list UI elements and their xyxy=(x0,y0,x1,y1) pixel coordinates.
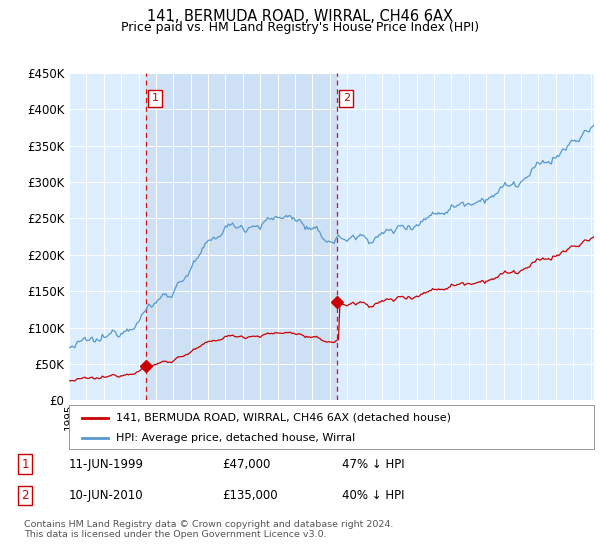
Bar xyxy=(146,73,337,400)
Text: 10-JUN-2010: 10-JUN-2010 xyxy=(69,489,143,502)
Text: Contains HM Land Registry data © Crown copyright and database right 2024.
This d: Contains HM Land Registry data © Crown c… xyxy=(24,520,394,539)
Text: 1: 1 xyxy=(151,94,158,103)
Text: 2: 2 xyxy=(343,94,350,103)
Text: 11-JUN-1999: 11-JUN-1999 xyxy=(69,458,144,470)
Text: 141, BERMUDA ROAD, WIRRAL, CH46 6AX (detached house): 141, BERMUDA ROAD, WIRRAL, CH46 6AX (det… xyxy=(116,413,451,423)
Text: 2: 2 xyxy=(22,489,29,502)
Text: 1: 1 xyxy=(22,458,29,470)
Text: £135,000: £135,000 xyxy=(222,489,278,502)
Text: Price paid vs. HM Land Registry's House Price Index (HPI): Price paid vs. HM Land Registry's House … xyxy=(121,21,479,34)
Text: £47,000: £47,000 xyxy=(222,458,271,470)
Text: 47% ↓ HPI: 47% ↓ HPI xyxy=(342,458,404,470)
Text: HPI: Average price, detached house, Wirral: HPI: Average price, detached house, Wirr… xyxy=(116,433,355,443)
Text: 141, BERMUDA ROAD, WIRRAL, CH46 6AX: 141, BERMUDA ROAD, WIRRAL, CH46 6AX xyxy=(147,9,453,24)
Text: 40% ↓ HPI: 40% ↓ HPI xyxy=(342,489,404,502)
